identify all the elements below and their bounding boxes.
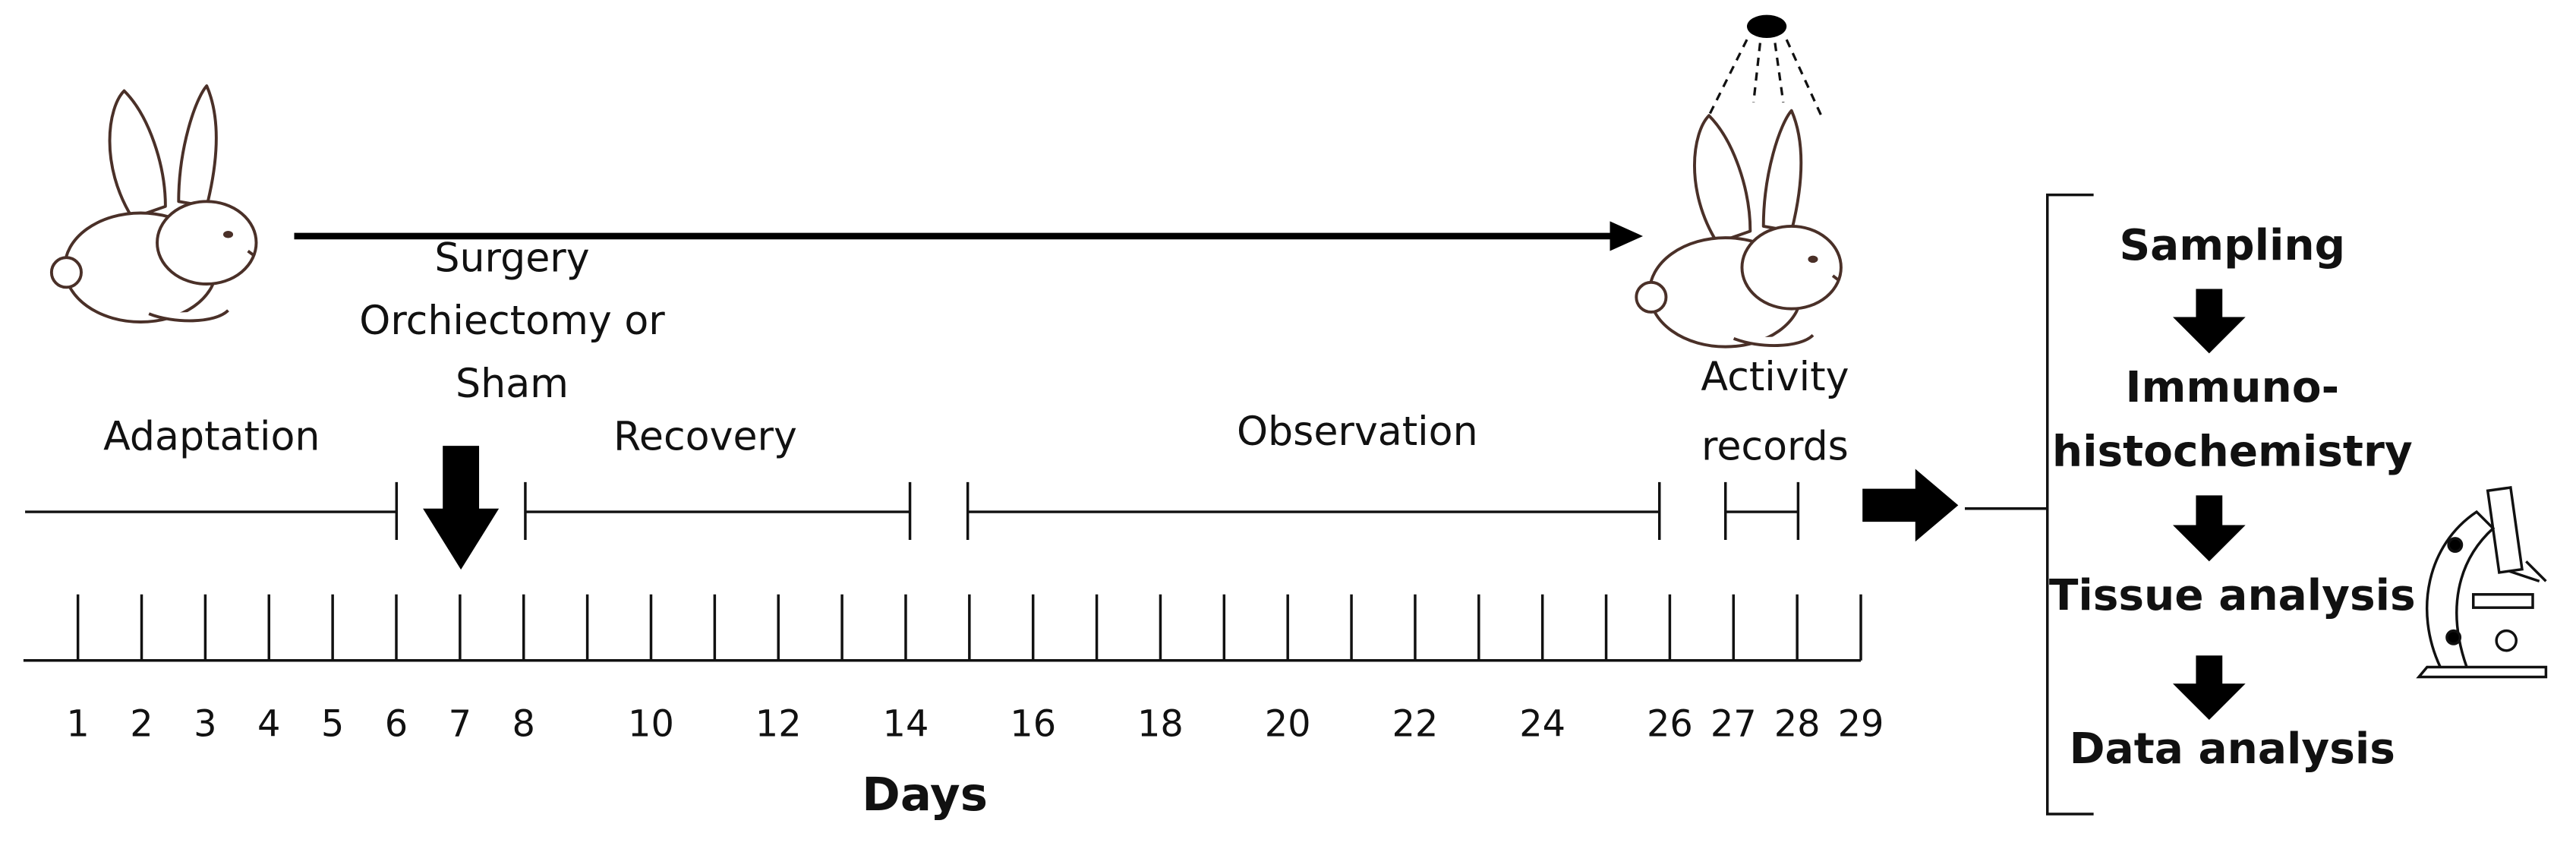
day-label: 3 [194,704,216,746]
day-label: 6 [385,704,408,746]
day-label: 29 [1838,704,1884,746]
surgery-arrow [423,446,500,570]
axis-title: Days [862,768,988,822]
phase-label: Recovery [613,414,797,459]
lamp-icon [1707,14,1823,116]
workflow-step: Immuno- [2125,363,2339,412]
workflow-step: Data analysis [2070,724,2395,774]
day-label: 27 [1711,704,1757,746]
surgery-label: Sham [456,361,569,407]
workflow-step: Sampling [2119,221,2345,270]
activity-label: records [1701,424,1849,469]
step-arrows [2172,289,2246,721]
phase-segments [25,481,1800,541]
day-label: 4 [257,704,280,746]
day-label: 7 [449,704,471,746]
activity-label: Activity [1701,355,1849,400]
day-label: 12 [755,704,802,746]
day-label: 26 [1647,704,1693,746]
day-label: 28 [1774,704,1821,746]
day-label: 16 [1010,704,1056,746]
workflow-step: histochemistry [2052,428,2413,477]
day-label: 24 [1519,704,1565,746]
flow-arrow [1862,469,1959,542]
phase-label: Adaptation [103,414,320,459]
day-label: 10 [628,704,674,746]
day-label: 8 [512,704,535,746]
workflow-step: Tissue analysis [2049,571,2416,620]
day-label: 1 [66,704,89,746]
rabbit-icon [1635,109,1843,349]
surgery-label: Surgery [434,236,589,282]
day-labels: 1 2 3 4 5 6 7 8 10 12 14 16 18 20 22 24 26 27 28 29 [66,594,1884,746]
day-label: 5 [321,704,344,746]
day-label: 14 [883,704,929,746]
rabbit-icon [49,84,258,323]
long-arrow [294,221,1643,251]
day-label: 2 [130,704,153,746]
workflow-steps: Sampling Immuno-histochemistry Tissue anal… [2049,221,2416,774]
day-label: 22 [1392,704,1438,746]
surgery-label: Orchiectomy or [359,298,665,344]
microscope-icon [2416,486,2548,679]
day-label: 20 [1265,704,1311,746]
day-label: 18 [1137,704,1184,746]
phase-label: Observation [1237,409,1478,455]
bracket [1965,193,2094,816]
